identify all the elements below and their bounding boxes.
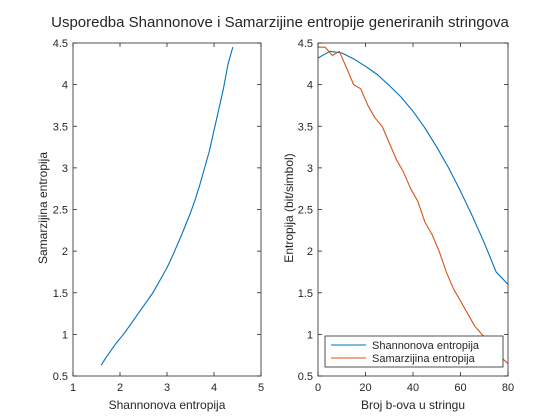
- right-ytick-label: 2.5: [298, 205, 313, 217]
- left-line-series-0: [100, 47, 234, 366]
- right-xtick-label: 80: [502, 382, 514, 394]
- left-ytick-label: 0.5: [53, 371, 68, 383]
- left-plot: Shannonova entropija Samarzijina entropi…: [36, 38, 264, 412]
- right-xtick-label: 20: [359, 382, 371, 394]
- right-ytick-label: 1.5: [298, 288, 313, 300]
- left-xtick-label: 3: [164, 382, 170, 394]
- right-plot: Broj b-ova u stringu Entropija (bit/simb…: [282, 38, 514, 412]
- right-ytick-label: 2: [307, 246, 313, 258]
- right-ytick-label: 4.5: [298, 38, 313, 50]
- right-xlabel: Broj b-ova u stringu: [361, 398, 465, 412]
- left-ytick-label: 1.5: [53, 288, 68, 300]
- left-ytick-label: 2: [62, 246, 68, 258]
- right-xtick-label: 0: [315, 382, 321, 394]
- right-ytick-label: 4: [307, 80, 313, 92]
- right-line-shannonova-entropija: [318, 50, 508, 285]
- right-ylabel: Entropija (bit/simbol): [282, 153, 296, 262]
- legend-label-shannonova: Shannonova entropija: [372, 340, 480, 352]
- left-xtick-label: 2: [117, 382, 123, 394]
- right-xtick-label: 40: [407, 382, 419, 394]
- left-ytick-label: 4: [62, 80, 68, 92]
- left-ytick-label: 3.5: [53, 121, 68, 133]
- left-xlabel: Shannonova entropija: [109, 398, 226, 412]
- left-ylabel: Samarzijina entropija: [36, 152, 50, 264]
- left-ytick-label: 3: [62, 163, 68, 175]
- right-ytick-label: 0.5: [298, 371, 313, 383]
- right-ytick-label: 3: [307, 163, 313, 175]
- left-xtick-label: 5: [258, 382, 264, 394]
- left-xtick-label: 4: [211, 382, 217, 394]
- right-ytick-label: 1: [307, 329, 313, 341]
- figure-title: Usporedba Shannonove i Samarzijine entro…: [51, 14, 509, 31]
- legend-label-samarzijina: Samarzijina entropija: [372, 353, 476, 365]
- left-ytick-label: 1: [62, 329, 68, 341]
- right-line-samarzijina-entropija: [318, 46, 508, 364]
- left-ytick-label: 2.5: [53, 205, 68, 217]
- right-ytick-label: 3.5: [298, 121, 313, 133]
- right-xtick-label: 60: [454, 382, 466, 394]
- left-ytick-label: 4.5: [53, 38, 68, 50]
- legend-box: [324, 335, 504, 368]
- legend: Shannonova entropija Samarzijina entropi…: [324, 335, 504, 368]
- left-xtick-label: 1: [70, 382, 76, 394]
